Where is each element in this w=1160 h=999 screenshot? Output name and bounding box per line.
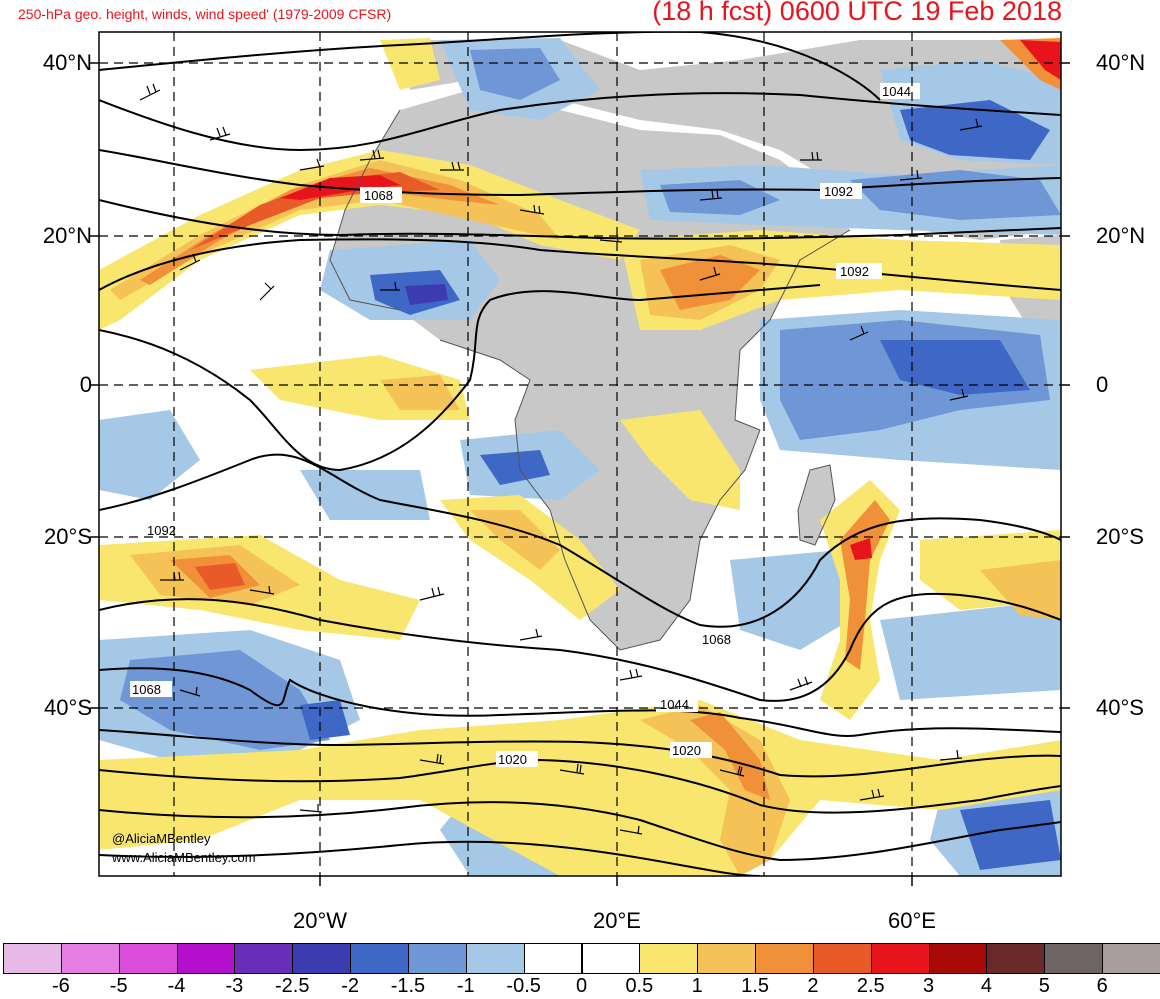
- colorbar-label: -0.5: [506, 975, 541, 997]
- grid-lines: [99, 32, 1061, 876]
- lon-label: 20°E: [593, 908, 641, 933]
- contour-label: 1068: [702, 632, 731, 647]
- colorbar-swatch: [465, 943, 525, 974]
- colorbar-label: 1: [691, 975, 703, 997]
- contour-label: 1044: [660, 697, 689, 712]
- colorbar-label: 0: [575, 975, 588, 997]
- colorbar-swatch: [870, 943, 930, 974]
- lat-label-right: 40°S: [1096, 695, 1144, 720]
- colorbar-label: 0.5: [625, 975, 654, 997]
- colorbar-swatch: [986, 943, 1046, 974]
- colorbar-swatch: [60, 943, 120, 974]
- contour-label: 1092: [147, 523, 176, 538]
- colorbar-swatch: [581, 943, 641, 974]
- map-frame: [98, 31, 1062, 877]
- credit-website: www.AliciaMBentley.com: [112, 850, 256, 865]
- lat-label-right: 40°N: [1096, 50, 1146, 75]
- lat-label-left: 20°S: [44, 524, 92, 549]
- colorbar-label: 2.5: [856, 975, 885, 997]
- wind-barbs: [139, 83, 983, 835]
- colorbar-swatch: [697, 943, 757, 974]
- contour-label: 1092: [840, 264, 869, 279]
- colorbar-label: 5: [1038, 975, 1050, 997]
- lat-label-right: 0: [1096, 372, 1109, 397]
- lat-label-left: 20°N: [42, 223, 92, 248]
- colorbar-swatch: [407, 943, 467, 974]
- colorbar-swatch: [234, 943, 294, 974]
- colorbar-label: -6: [51, 975, 70, 997]
- colorbar-label: -2: [341, 975, 359, 997]
- lat-label-right: 20°N: [1096, 223, 1146, 248]
- tick-marks: [90, 62, 1070, 886]
- colorbar-label: -5: [109, 975, 128, 997]
- colorbar-label: -1.5: [390, 975, 426, 997]
- lat-label-right: 20°S: [1096, 524, 1144, 549]
- colorbar-label: 1.5: [741, 975, 769, 997]
- wind-speed-map: 1044 1068 1092 1092 1092 1068 1068 1044 …: [90, 31, 1070, 886]
- colorbar-label: 2: [807, 975, 819, 997]
- lat-label-left: 0: [79, 372, 92, 397]
- colorbar-label: -4: [167, 975, 186, 997]
- colorbar-label: -3: [225, 975, 244, 997]
- colorbar-swatch: [812, 943, 872, 974]
- colorbar-swatch: [118, 943, 178, 974]
- lon-label: 60°E: [888, 908, 936, 933]
- colorbar-swatch: [928, 943, 988, 974]
- contour-labels: 1044 1068 1092 1092 1092 1068 1068 1044 …: [132, 84, 911, 767]
- contour-label: 1068: [364, 188, 393, 203]
- contour-label: 1020: [672, 743, 701, 758]
- map-title: 250-hPa geo. height, winds, wind speed' …: [18, 6, 392, 22]
- colorbar-swatch: [3, 943, 62, 974]
- colorbar-swatch: [292, 943, 352, 974]
- contour-label: 1020: [498, 752, 527, 767]
- contour-label: 1092: [824, 184, 853, 199]
- colorbar-label: 6: [1096, 975, 1108, 997]
- colorbar-swatch: [1044, 943, 1104, 974]
- colorbar-label: -2.5: [275, 975, 310, 997]
- contour-label-bg: [130, 83, 920, 767]
- lon-label: 20°W: [292, 908, 348, 933]
- colorbar-label: -1: [456, 975, 475, 997]
- forecast-time-title: (18 h fcst) 0600 UTC 19 Feb 2018: [652, 0, 1062, 26]
- contour-label: 1044: [882, 84, 911, 99]
- contour-label: 1068: [132, 682, 161, 697]
- credit-twitter: @AliciaMBentley: [112, 831, 211, 846]
- lat-label-left: 40°N: [42, 50, 92, 75]
- colorbar-swatch: [1102, 943, 1160, 974]
- colorbar-swatch: [755, 943, 814, 974]
- colorbar-swatch: [350, 943, 409, 974]
- colorbar-swatch: [176, 943, 236, 974]
- colorbar-label: 4: [980, 975, 992, 997]
- colorbar-swatch: [639, 943, 699, 974]
- lat-label-left: 40°S: [44, 695, 92, 720]
- colorbar-swatch: [523, 943, 583, 974]
- colorbar-label: 3: [923, 975, 935, 997]
